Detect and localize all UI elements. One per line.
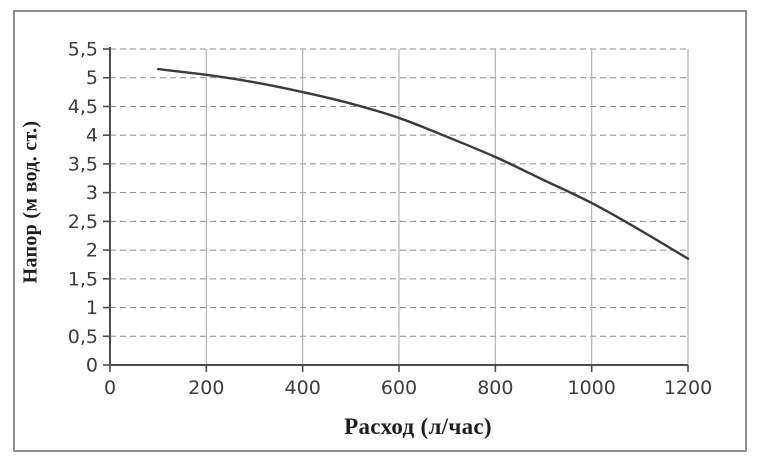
y-tick-label: 4,5 (68, 96, 98, 118)
x-tick-label: 200 (188, 377, 224, 399)
series-lines (156, 67, 690, 260)
y-tick-label: 2 (86, 240, 98, 262)
y-tick-label: 3,5 (68, 153, 98, 175)
y-tick-label: 1 (86, 297, 98, 319)
y-tick-label: 5 (86, 67, 98, 89)
tick-marks (103, 48, 689, 372)
y-tick-label: 3 (86, 182, 98, 204)
x-axis-title: Расход (л/час) (344, 414, 492, 439)
pump-head-curve (156, 67, 690, 260)
y-tick-label: 1,5 (68, 268, 98, 290)
x-tick-label: 800 (477, 377, 513, 399)
y-tick-label: 0 (86, 355, 98, 377)
x-tick-label: 1200 (664, 377, 712, 399)
x-tick-label: 0 (104, 377, 116, 399)
y-tick-label: 5,5 (68, 39, 98, 61)
x-tick-label: 400 (285, 377, 321, 399)
chart-frame (13, 10, 747, 452)
x-tick-label: 600 (381, 377, 417, 399)
y-tick-label: 0,5 (68, 326, 98, 348)
tick-labels: 0 0,5 1 1,5 2 2,5 3 3,5 4 4,5 5 5,5 0 200 400 600 800 100… (68, 39, 712, 400)
y-axis-title: Напор (м вод. ст.) (19, 120, 42, 284)
y-tick-label: 2,5 (68, 211, 98, 233)
y-tick-label: 4 (86, 125, 98, 147)
vertical-gridlines (205, 49, 689, 365)
x-tick-label: 1000 (567, 377, 615, 399)
